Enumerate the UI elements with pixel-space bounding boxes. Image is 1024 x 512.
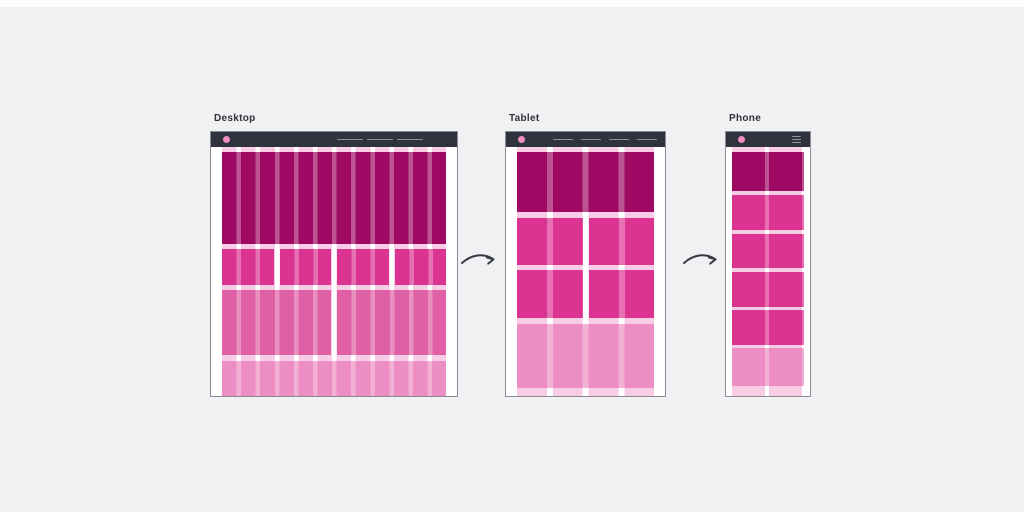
grid-block-card <box>732 272 804 307</box>
desktop-column-grid <box>222 147 446 396</box>
feature-row <box>222 290 446 355</box>
grid-block-card <box>732 234 804 268</box>
card-row <box>222 249 446 285</box>
desktop-label: Desktop <box>214 113 256 124</box>
grid-block-card <box>279 249 331 285</box>
grid-block-feature <box>337 290 446 355</box>
stack-block-row <box>732 195 804 230</box>
grid-block-card <box>732 310 804 345</box>
tablet-mockup: Tablet <box>505 112 666 397</box>
desktop-browser-bar <box>211 132 457 147</box>
grid-block-card <box>517 218 583 265</box>
phone-column-grid <box>732 147 804 396</box>
tablet-label: Tablet <box>509 113 540 124</box>
grid-block-footer <box>517 324 654 388</box>
tablet-browser-bar <box>506 132 665 147</box>
grid-block-feature <box>222 290 331 355</box>
stack-block-row <box>732 234 804 268</box>
desktop-mockup: Desktop <box>210 112 458 397</box>
nav-links-placeholder <box>553 138 657 141</box>
nav-line-icon <box>637 138 657 141</box>
tablet-screen <box>506 147 665 396</box>
desktop-frame <box>210 131 458 397</box>
tablet-column-grid <box>517 147 654 396</box>
grid-block-card <box>222 249 274 285</box>
footer-band-row <box>222 361 446 396</box>
nav-line-icon <box>609 138 629 141</box>
grid-block-card <box>732 195 804 230</box>
nav-line-icon <box>397 138 423 141</box>
footer-band-row <box>732 348 804 386</box>
grid-block-card <box>517 270 583 318</box>
desktop-screen <box>211 147 457 396</box>
grid-block-footer <box>222 361 446 396</box>
nav-line-icon <box>367 138 393 141</box>
grid-block-hero <box>222 152 446 244</box>
grid-block-hero <box>732 152 804 191</box>
nav-line-icon <box>553 138 573 141</box>
grid-block-card <box>588 270 654 318</box>
hamburger-menu-icon <box>792 135 801 144</box>
nav-links-placeholder <box>337 138 423 141</box>
stack-block-row <box>732 272 804 307</box>
grid-block-footer <box>732 348 804 386</box>
tablet-to-phone-arrow-icon <box>681 248 721 270</box>
window-dot-icon <box>518 136 525 143</box>
hero-banner-row <box>732 152 804 191</box>
phone-mockup: Phone <box>725 112 811 397</box>
grid-block-card <box>394 249 446 285</box>
desktop-to-tablet-arrow-icon <box>459 248 499 270</box>
grid-block-card <box>588 218 654 265</box>
window-dot-icon <box>738 136 745 143</box>
card-row-2 <box>517 270 654 318</box>
grid-block-card <box>337 249 389 285</box>
hero-banner-row <box>222 152 446 244</box>
nav-line-icon <box>581 138 601 141</box>
page-top-strip <box>0 0 1024 7</box>
phone-screen <box>726 147 810 396</box>
phone-label: Phone <box>729 113 762 124</box>
tablet-frame <box>505 131 666 397</box>
card-row-1 <box>517 218 654 265</box>
nav-line-icon <box>337 138 363 141</box>
footer-band-row <box>517 324 654 388</box>
phone-app-bar <box>726 132 810 147</box>
hero-banner-row <box>517 152 654 212</box>
grid-block-hero <box>517 152 654 212</box>
stack-block-row <box>732 310 804 345</box>
window-dot-icon <box>223 136 230 143</box>
phone-frame <box>725 131 811 397</box>
